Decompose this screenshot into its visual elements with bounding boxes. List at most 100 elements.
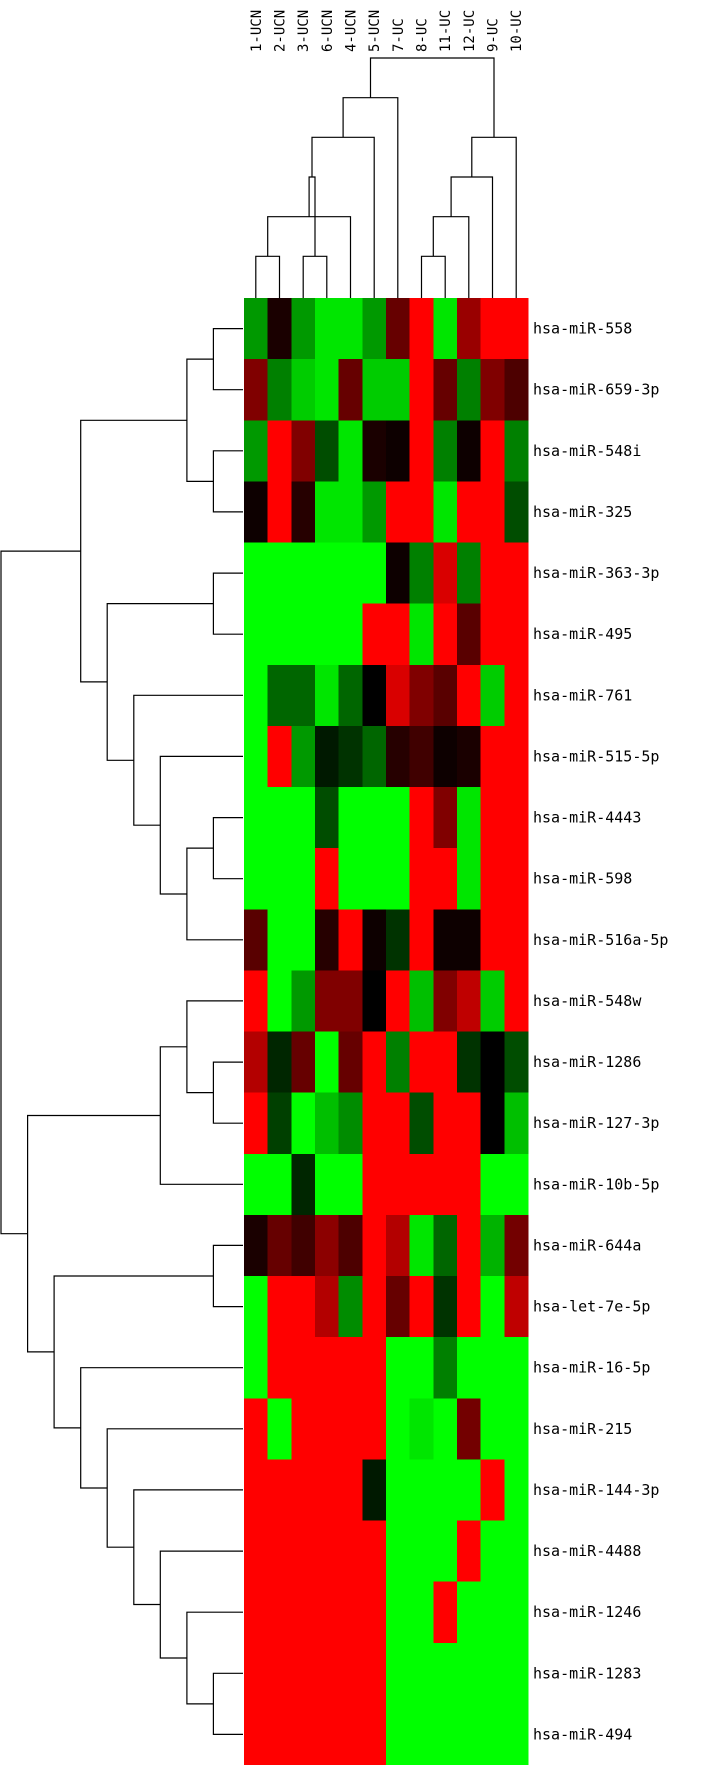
- heatmap-cell: [315, 1581, 340, 1644]
- heatmap-cell: [504, 542, 529, 605]
- heatmap-cell: [362, 359, 387, 421]
- row-label: hsa-miR-1286: [533, 1053, 641, 1071]
- heatmap-cell: [362, 725, 387, 788]
- heatmap-cell: [457, 1153, 482, 1216]
- heatmap-cells: [244, 298, 529, 1765]
- heatmap-cell: [291, 725, 316, 788]
- dendrogram-branch: [342, 97, 399, 298]
- heatmap-cell: [338, 1581, 363, 1644]
- heatmap-cell: [504, 420, 529, 482]
- heatmap-cell: [267, 1520, 292, 1583]
- heatmap-cell: [386, 603, 411, 666]
- heatmap-cell: [291, 970, 316, 1033]
- heatmap-cell: [362, 1153, 387, 1216]
- heatmap-cell: [457, 1031, 482, 1094]
- heatmap-cell: [338, 1337, 363, 1399]
- heatmap-cell: [480, 1031, 505, 1094]
- heatmap-cell: [386, 1214, 411, 1277]
- dendrogram-branch: [302, 255, 328, 298]
- dendrogram-branch: [186, 1000, 243, 1094]
- heatmap-cell: [338, 1276, 363, 1338]
- heatmap-cell: [362, 1398, 387, 1460]
- dendrogram-branch: [212, 328, 243, 391]
- heatmap-cell: [315, 1276, 340, 1338]
- heatmap-cell: [362, 848, 387, 910]
- heatmap-cell: [433, 481, 458, 544]
- heatmap-cell: [244, 1520, 269, 1583]
- heatmap-cell: [433, 1092, 458, 1155]
- heatmap-cell: [267, 1276, 292, 1338]
- heatmap-cell: [244, 359, 269, 421]
- heatmap-cell: [291, 1092, 316, 1155]
- heatmap-cell: [457, 1642, 482, 1705]
- heatmap-cell: [433, 1337, 458, 1399]
- dendrogram-branch: [212, 1672, 243, 1735]
- heatmap-cell: [386, 1276, 411, 1338]
- heatmap-cell: [504, 1031, 529, 1094]
- heatmap-cell: [291, 848, 316, 910]
- heatmap-cell: [504, 1520, 529, 1583]
- column-label: 4-UCN: [344, 10, 360, 52]
- heatmap-cell: [267, 1031, 292, 1094]
- row-label: hsa-miR-10b-5p: [533, 1175, 659, 1193]
- heatmap-cell: [315, 1398, 340, 1460]
- heatmap-cell: [386, 1703, 411, 1765]
- heatmap-cell: [362, 603, 387, 666]
- heatmap-cell: [504, 1153, 529, 1216]
- heatmap-cell: [386, 1031, 411, 1094]
- heatmap-cell: [244, 970, 269, 1033]
- heatmap-cell: [480, 1642, 505, 1705]
- heatmap-cell: [291, 1153, 316, 1216]
- heatmap-cell: [504, 1092, 529, 1155]
- heatmap-cell: [386, 787, 411, 849]
- heatmap-cell: [244, 1276, 269, 1338]
- heatmap-cell: [480, 664, 505, 727]
- heatmap-cell: [386, 1642, 411, 1705]
- heatmap-cell: [338, 1092, 363, 1155]
- heatmap-cell: [386, 1398, 411, 1460]
- row-label: hsa-miR-659-3p: [533, 381, 659, 399]
- heatmap-cell: [244, 1337, 269, 1399]
- heatmap-cell: [291, 664, 316, 727]
- heatmap-cell: [457, 298, 482, 360]
- heatmap-cell: [480, 1520, 505, 1583]
- heatmap-cell: [386, 1581, 411, 1644]
- dendrogram-branch: [432, 216, 470, 298]
- heatmap-cell: [244, 1459, 269, 1522]
- heatmap-cell: [504, 481, 529, 544]
- heatmap-cell: [386, 359, 411, 421]
- heatmap-cell: [315, 420, 340, 482]
- heatmap-cell: [338, 664, 363, 727]
- heatmap-cell: [457, 1214, 482, 1277]
- heatmap-cell: [480, 1459, 505, 1522]
- heatmap-cell: [362, 542, 387, 605]
- heatmap-cell: [315, 542, 340, 605]
- heatmap-cell: [504, 848, 529, 910]
- heatmap-cell: [315, 664, 340, 727]
- column-dendrogram: [255, 57, 517, 298]
- heatmap-cell: [315, 1642, 340, 1705]
- heatmap-cell: [315, 1153, 340, 1216]
- heatmap-cell: [457, 1276, 482, 1338]
- dendrogram-branch: [159, 1550, 243, 1659]
- heatmap-cell: [480, 1703, 505, 1765]
- heatmap-cell: [457, 603, 482, 666]
- heatmap-cell: [504, 1642, 529, 1705]
- heatmap-cell: [362, 1581, 387, 1644]
- dendrogram-branch: [186, 1611, 243, 1705]
- dendrogram-branch: [267, 216, 352, 298]
- heatmap-cell: [480, 359, 505, 421]
- dendrogram-branch: [311, 136, 375, 298]
- heatmap-cell: [409, 1581, 434, 1644]
- heatmap-cell: [362, 1276, 387, 1338]
- heatmap-cell: [315, 298, 340, 360]
- dendrogram-branch: [53, 1275, 214, 1429]
- heatmap-cell: [386, 909, 411, 971]
- dendrogram-branch: [212, 572, 243, 635]
- heatmap-cell: [386, 970, 411, 1033]
- heatmap-cell: [504, 359, 529, 421]
- column-label: 12-UC: [462, 10, 478, 52]
- heatmap-cell: [291, 603, 316, 666]
- heatmap-cell: [244, 1153, 269, 1216]
- row-label: hsa-miR-558: [533, 320, 632, 338]
